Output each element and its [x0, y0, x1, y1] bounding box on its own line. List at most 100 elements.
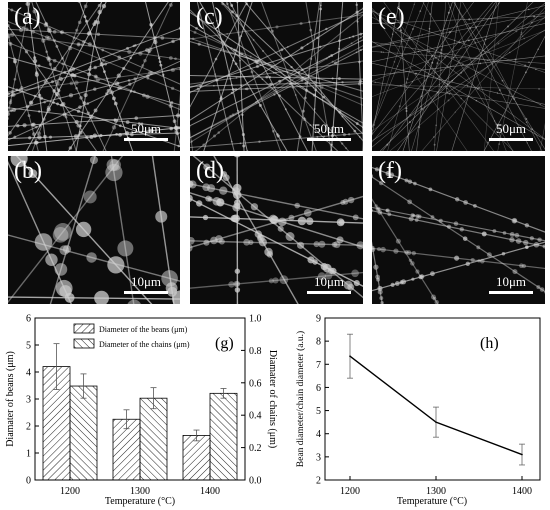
bead — [60, 30, 63, 34]
bead — [501, 79, 504, 82]
bead — [411, 277, 415, 281]
bead — [45, 253, 58, 266]
fiber — [190, 24, 363, 124]
bead — [284, 108, 287, 111]
bead — [47, 57, 51, 62]
bead — [83, 190, 97, 204]
bead — [46, 35, 52, 41]
bead — [493, 120, 496, 122]
bead — [408, 37, 411, 40]
bead — [307, 256, 315, 264]
bead — [511, 217, 518, 224]
micrograph-f-image — [372, 166, 545, 304]
fiber — [8, 32, 39, 151]
bead — [298, 135, 302, 139]
bead — [190, 91, 191, 94]
bead — [330, 54, 334, 57]
bead — [373, 124, 375, 126]
bead — [438, 218, 443, 223]
bead — [524, 223, 530, 228]
bead — [484, 38, 487, 41]
bead — [334, 61, 338, 65]
bead — [95, 77, 100, 82]
fiber — [190, 197, 363, 287]
bead — [386, 143, 389, 146]
bead — [300, 78, 304, 82]
bead — [8, 23, 10, 28]
legend-swatch-chains — [73, 338, 95, 349]
bead — [314, 88, 318, 92]
bead — [99, 62, 104, 67]
bead — [538, 87, 541, 90]
micrograph-a: (a) 50μm — [8, 2, 180, 151]
bead — [374, 204, 378, 208]
fiber — [8, 127, 180, 147]
legend-label-beans: Diameter of the beans (μm) — [99, 325, 188, 334]
bead — [101, 58, 105, 62]
bead — [492, 229, 497, 233]
bead — [52, 101, 55, 104]
bead — [174, 57, 177, 61]
bead — [486, 252, 492, 258]
bead — [535, 68, 537, 71]
bead — [196, 87, 200, 91]
bead — [158, 60, 162, 64]
fiber — [305, 2, 332, 151]
bead — [509, 51, 511, 54]
micrograph-d: (d) 10μm — [190, 156, 363, 304]
bead — [44, 21, 48, 25]
chart-g-xlabel: Temperature (°C) — [105, 496, 175, 507]
bead — [447, 99, 450, 102]
bead — [10, 156, 28, 168]
bead — [93, 108, 98, 113]
bead — [55, 80, 60, 86]
fiber — [190, 37, 363, 100]
bead — [145, 94, 150, 99]
bead — [523, 37, 525, 40]
micrograph-c-scalebar: 50μm — [307, 121, 351, 141]
bead — [473, 204, 477, 208]
bead — [101, 3, 107, 9]
bead — [409, 114, 411, 116]
bead — [62, 245, 72, 254]
bead — [8, 92, 10, 96]
bead — [35, 71, 39, 75]
bead — [377, 209, 383, 215]
fiber — [539, 122, 545, 151]
bead — [382, 51, 385, 53]
micrograph-e-label: (e) — [378, 4, 405, 30]
bead — [54, 263, 68, 276]
chart-h-point — [435, 421, 437, 423]
bead — [497, 127, 501, 130]
bead — [374, 81, 376, 83]
fiber — [436, 2, 462, 151]
bead — [466, 85, 469, 87]
bead — [376, 277, 381, 282]
bead — [415, 269, 420, 274]
bead — [277, 225, 284, 232]
bead — [25, 104, 30, 109]
bead — [75, 28, 79, 32]
bead — [476, 245, 481, 250]
bead — [431, 61, 434, 64]
bead — [467, 39, 470, 42]
bead — [13, 60, 17, 64]
bead — [476, 87, 479, 90]
bead — [408, 216, 414, 222]
bead — [358, 136, 361, 138]
bead — [29, 100, 34, 105]
bead — [419, 105, 422, 108]
bead — [242, 144, 246, 148]
bead — [528, 61, 530, 64]
chart-g-ytick-label: 5 — [26, 341, 31, 352]
micrograph-e-scale-text: 50μm — [495, 121, 527, 136]
fiber — [372, 176, 545, 293]
fiber — [372, 62, 545, 105]
bead — [234, 88, 238, 91]
fiber — [49, 156, 96, 304]
bead — [418, 126, 421, 129]
bead — [127, 79, 131, 82]
bead — [235, 14, 239, 18]
bead — [530, 21, 533, 24]
fiber — [497, 2, 528, 151]
